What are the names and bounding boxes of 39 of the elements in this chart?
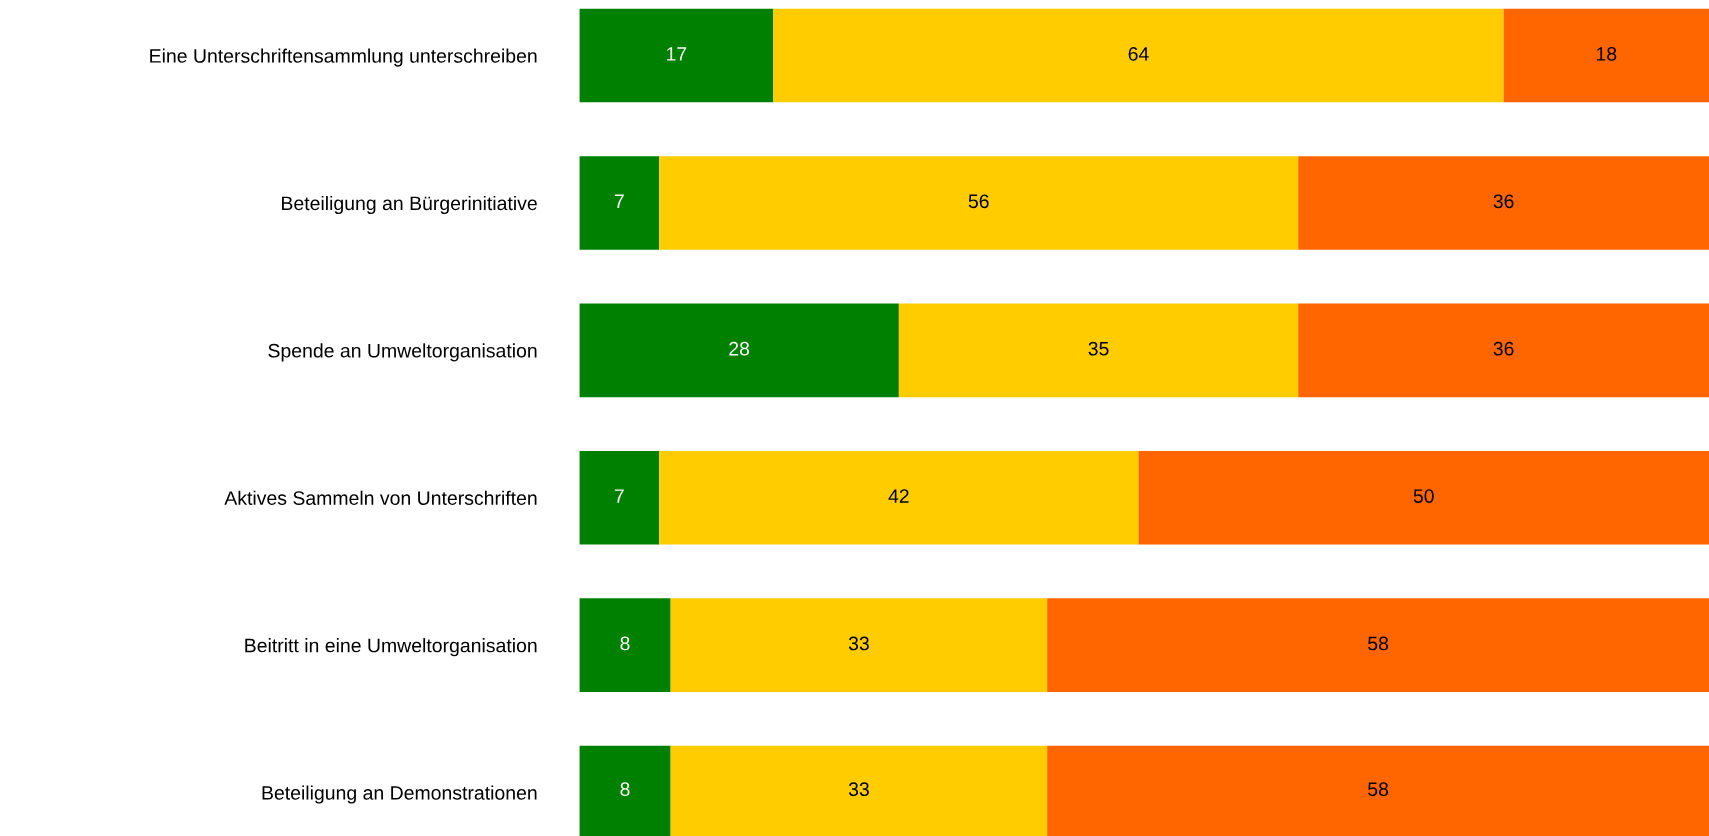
bar — [1138, 450, 1709, 545]
data-label: 8 — [620, 636, 630, 651]
bar — [579, 303, 899, 398]
data-label: 42 — [888, 489, 909, 503]
bar — [670, 598, 1048, 692]
data-label: 28 — [729, 341, 750, 356]
y-tick-label: Spende an Umweltorganisation — [268, 343, 537, 362]
y-tick-label: Beitritt in eine Umweltorganisation — [245, 638, 537, 657]
data-label: 50 — [1413, 489, 1434, 503]
data-label: 7 — [614, 489, 624, 503]
bar — [1503, 8, 1709, 103]
bar — [1298, 303, 1709, 398]
bar — [579, 8, 774, 103]
data-label: 35 — [1088, 341, 1109, 356]
bar — [898, 303, 1299, 398]
y-tick-label: Beteiligung an Bürgerinitiative — [282, 195, 537, 215]
data-label: 33 — [848, 636, 869, 651]
data-label: 36 — [1493, 341, 1514, 356]
data-label: 7 — [614, 194, 624, 208]
y-tick-label: Eine Unterschriftensammlung unterschreiben — [150, 48, 537, 67]
bar — [579, 156, 660, 250]
bar — [659, 450, 1139, 545]
bar — [773, 8, 1504, 103]
bar — [579, 450, 660, 545]
y-tick-label: Beteiligung an Demonstrationen — [262, 785, 537, 804]
data-label: 17 — [667, 47, 687, 61]
data-label: 56 — [968, 194, 989, 209]
data-label: 64 — [1128, 47, 1149, 61]
bar — [659, 156, 1299, 250]
data-label: 33 — [848, 782, 869, 797]
bar — [579, 598, 671, 692]
data-label: 58 — [1368, 782, 1389, 797]
data-label: 18 — [1596, 47, 1617, 61]
data-label: 8 — [620, 782, 630, 797]
data-label: 58 — [1368, 636, 1389, 651]
data-label: 36 — [1493, 194, 1514, 209]
bar — [1298, 156, 1709, 250]
bar — [1047, 598, 1709, 692]
y-tick-label: Aktives Sammeln von Unterschriften — [224, 490, 537, 505]
